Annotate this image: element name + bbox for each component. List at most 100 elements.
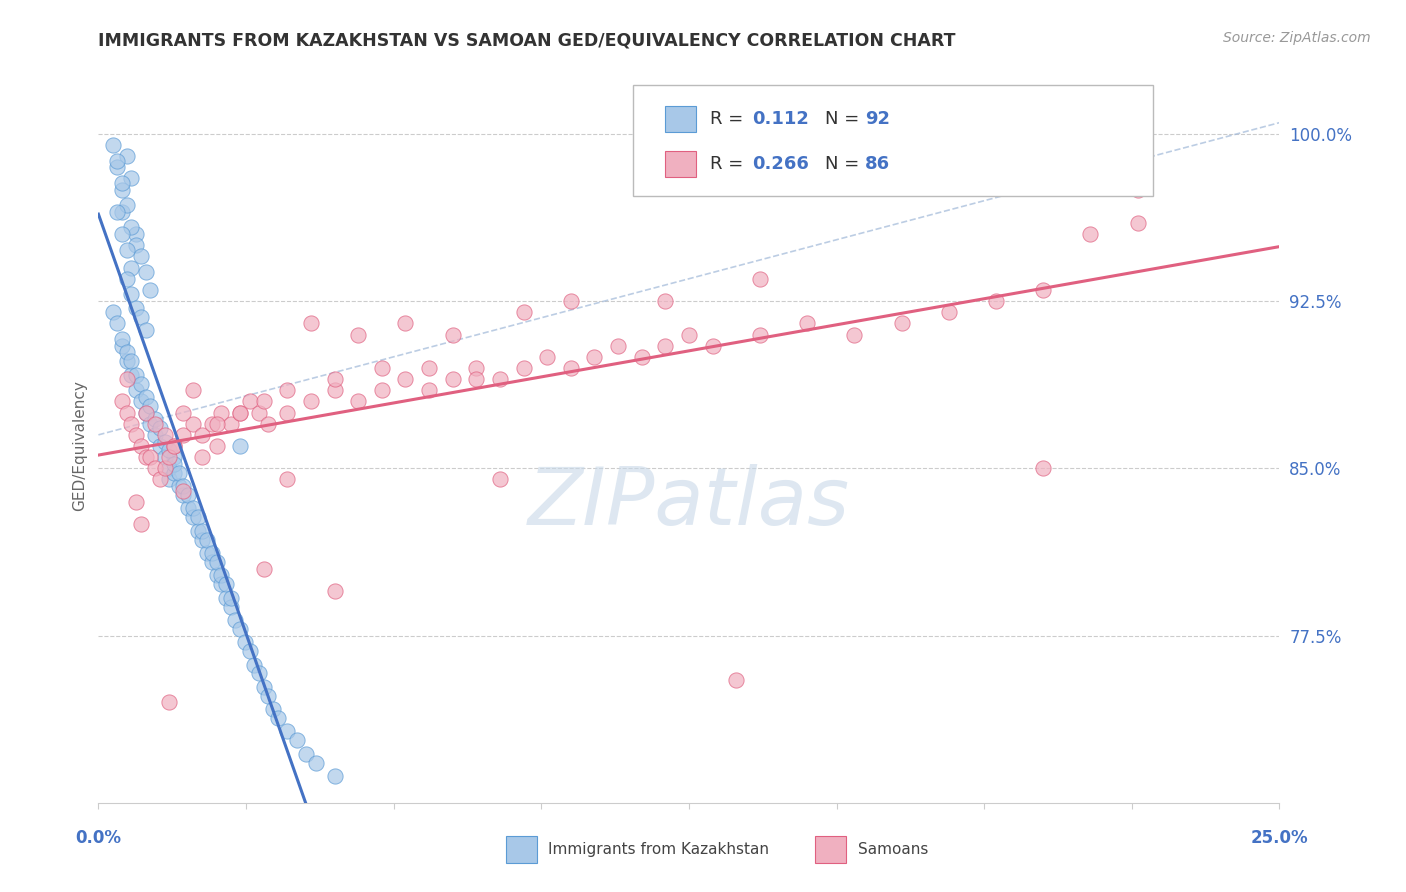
Point [101, 138, 124, 153]
Point [276, 472, 298, 486]
Point [135, 405, 157, 419]
Point [219, 417, 242, 431]
Point [243, 657, 266, 672]
Point [125, 368, 148, 382]
Text: N =: N = [825, 110, 865, 128]
Point [253, 394, 276, 409]
Point [105, 160, 128, 174]
Point [247, 666, 270, 681]
Point [111, 394, 134, 409]
Point [125, 301, 148, 315]
Point [153, 461, 176, 475]
Point [125, 384, 148, 398]
Point [111, 182, 134, 196]
Point [172, 483, 194, 498]
Point [262, 702, 284, 716]
Point [163, 466, 186, 480]
Text: ZIPatlas: ZIPatlas [527, 464, 851, 542]
Point [253, 561, 276, 575]
Point [1032, 461, 1054, 475]
Point [224, 613, 246, 627]
Point [143, 427, 166, 442]
Point [890, 316, 912, 330]
Point [347, 327, 370, 342]
Point [157, 443, 180, 458]
Point [115, 405, 138, 419]
Point [177, 501, 200, 516]
Point [191, 450, 214, 464]
Point [135, 323, 157, 337]
Point [172, 427, 194, 442]
Text: N =: N = [825, 155, 865, 173]
Text: 0.266: 0.266 [752, 155, 808, 173]
Point [135, 390, 157, 404]
Point [181, 501, 204, 516]
Y-axis label: GED/Equivalency: GED/Equivalency [72, 381, 87, 511]
Point [205, 555, 228, 569]
Point [285, 733, 308, 747]
Point [299, 394, 322, 409]
Point [139, 399, 162, 413]
Point [394, 316, 416, 330]
Point [1032, 283, 1054, 297]
Point [181, 510, 204, 524]
Point [1126, 182, 1149, 196]
Point [149, 472, 172, 486]
Point [229, 405, 252, 419]
Point [129, 394, 152, 409]
Point [121, 171, 143, 186]
Point [607, 338, 630, 352]
Point [115, 345, 138, 359]
Point [115, 243, 138, 257]
Point [111, 204, 134, 219]
Text: Immigrants from Kazakhstan: Immigrants from Kazakhstan [548, 842, 769, 856]
Point [418, 360, 440, 375]
Point [143, 461, 166, 475]
Point [201, 555, 224, 569]
Point [796, 316, 818, 330]
Point [111, 338, 134, 352]
Point [253, 680, 276, 694]
Point [257, 689, 280, 703]
Point [441, 372, 464, 386]
Point [163, 457, 186, 471]
Point [489, 472, 512, 486]
Point [299, 316, 322, 330]
Point [115, 198, 138, 212]
Point [247, 405, 270, 419]
Point [215, 591, 238, 605]
Point [121, 368, 143, 382]
Point [371, 360, 394, 375]
Text: 25.0%: 25.0% [1251, 830, 1308, 847]
Point [172, 488, 194, 502]
Point [229, 622, 252, 636]
Point [295, 747, 318, 761]
Point [1080, 227, 1102, 241]
Point [938, 305, 960, 319]
Point [195, 533, 218, 547]
Point [583, 350, 606, 364]
Point [233, 635, 256, 649]
Point [111, 332, 134, 346]
Point [115, 149, 138, 163]
Point [465, 372, 488, 386]
Point [153, 434, 176, 449]
Point [191, 427, 214, 442]
Point [323, 384, 346, 398]
Point [371, 384, 394, 398]
Point [215, 577, 238, 591]
Point [135, 265, 157, 279]
Point [257, 417, 280, 431]
Point [205, 568, 228, 582]
Point [121, 287, 143, 301]
Point [167, 466, 190, 480]
Point [187, 510, 209, 524]
Point [219, 599, 242, 614]
Point [276, 724, 298, 739]
Point [157, 461, 180, 475]
Point [394, 372, 416, 386]
Point [172, 479, 194, 493]
Text: 86: 86 [865, 155, 890, 173]
Point [536, 350, 558, 364]
Point [347, 394, 370, 409]
